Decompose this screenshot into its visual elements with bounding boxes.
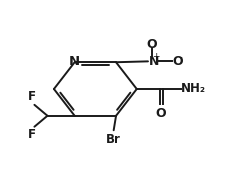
- Text: N: N: [149, 55, 159, 68]
- Text: O: O: [146, 38, 157, 51]
- Text: F: F: [28, 129, 36, 142]
- Text: O: O: [173, 55, 183, 68]
- Text: N: N: [69, 55, 80, 68]
- Text: -: -: [179, 52, 183, 62]
- Text: NH₂: NH₂: [181, 82, 206, 95]
- Text: O: O: [155, 107, 166, 120]
- Text: F: F: [28, 90, 36, 103]
- Text: +: +: [153, 52, 160, 61]
- Text: Br: Br: [106, 133, 121, 146]
